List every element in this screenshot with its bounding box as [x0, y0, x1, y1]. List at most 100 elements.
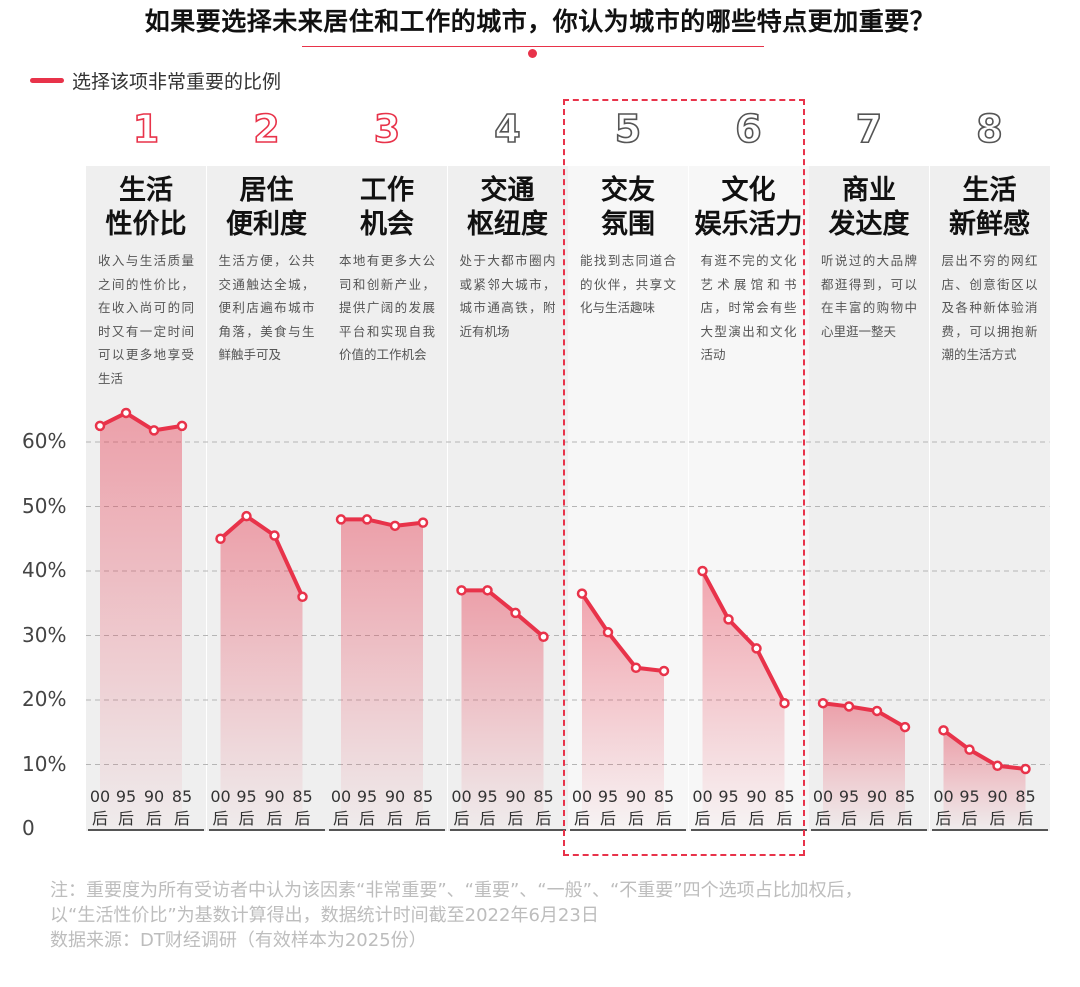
factor-description: 层出不穷的网红店、创意街区以及各种新体验消费，可以拥抱新潮的生活方式 [941, 253, 1038, 362]
x-tick-label: 95 后 [838, 787, 860, 828]
data-point [510, 607, 521, 619]
series-area-3 [341, 519, 423, 829]
x-tick-label: 00 后 [933, 787, 954, 828]
data-point [456, 585, 467, 596]
x-tick-label: 85 后 [774, 787, 795, 828]
x-tick-label: 95 后 [597, 787, 619, 828]
data-point [94, 420, 106, 432]
legend-swatch [30, 77, 64, 83]
factor-name: 交友 氛围 [601, 175, 655, 240]
x-tick-label: 95 后 [959, 787, 980, 828]
x-tick-label: 95 后 [718, 787, 739, 828]
series-line-5 [580, 591, 666, 673]
series-area-2 [220, 516, 303, 829]
series-area-8 [943, 730, 1026, 829]
factor-description: 能找到志同道合的伙伴，共享文化与生活趣味 [580, 253, 676, 315]
factor-name: 居住 便利度 [226, 175, 307, 240]
legend: 选择该项非常重要的比例 [30, 66, 281, 94]
data-point [148, 425, 160, 436]
rank-number: 2 [252, 106, 280, 152]
group-baseline [811, 829, 927, 831]
series-area-7 [823, 703, 905, 829]
x-tick-label: 90 后 [987, 787, 1008, 828]
x-tick-label: 95 后 [477, 787, 498, 828]
data-point [538, 631, 549, 643]
x-tick-label: 00 后 [210, 787, 231, 828]
data-point [335, 514, 347, 525]
data-point [843, 701, 855, 712]
group-baseline [208, 829, 325, 831]
factor-name: 交通 枢纽度 [467, 175, 548, 240]
data-point [899, 721, 911, 733]
data-point [871, 705, 883, 717]
x-tick-label: 90 后 [264, 787, 285, 828]
rank-number: 1 [132, 106, 160, 152]
x-tick-label: 85 后 [894, 787, 916, 828]
x-tick-label: 00 后 [451, 787, 472, 828]
data-point [297, 591, 308, 603]
series-line-3 [339, 517, 425, 528]
group-baseline [449, 829, 566, 831]
group-baseline [88, 829, 204, 831]
x-tick-label: 00 后 [571, 787, 593, 828]
series-area-4 [461, 590, 544, 829]
y-tick-label: 0 [22, 816, 35, 840]
data-point [576, 588, 588, 599]
series-line-2 [218, 514, 305, 599]
factor-name: 文化 娱乐活力 [694, 175, 803, 240]
x-tick-label: 85 后 [653, 787, 675, 828]
y-tick-label: 40% [22, 558, 67, 582]
x-tick-label: 95 后 [115, 787, 137, 828]
factor-description: 听说过的大品牌都逛得到，可以在丰富的购物中心里逛一整天 [821, 253, 917, 339]
data-point [361, 514, 373, 525]
data-point [269, 530, 280, 541]
factor-name: 商业 发达度 [828, 175, 910, 240]
footnote: 注：重要度为所有受访者中认为该因素“非常重要”、“重要”、“一般”、“不重要”四… [50, 878, 863, 953]
series-line-6 [700, 569, 787, 706]
data-point [417, 517, 429, 528]
rank-number: 8 [975, 106, 1003, 152]
factor-description: 本地有更多大公司和创新产业，提供广阔的发展平台和实现自我价值的工作机会 [339, 253, 435, 362]
series-line-1 [98, 410, 184, 433]
x-tick-label: 85 后 [1015, 787, 1036, 828]
rank-number: 6 [734, 106, 762, 152]
rank-number: 5 [614, 106, 642, 152]
y-tick-label: 60% [22, 429, 67, 453]
highlight-box [563, 99, 805, 856]
factor-name: 生活 性价比 [105, 175, 187, 240]
footnote-source: 数据来源：DT财经调研（有效样本为2025份） [50, 930, 427, 951]
series-area-6 [702, 571, 785, 829]
data-point [241, 510, 252, 522]
x-tick-label: 90 后 [143, 787, 165, 828]
x-tick-label: 85 后 [171, 787, 193, 828]
data-point [723, 614, 734, 625]
page-title: 如果要选择未来居住和工作的城市，你认为城市的哪些特点更加重要？ [144, 7, 936, 36]
x-tick-label: 90 后 [866, 787, 888, 828]
x-tick-label: 90 后 [384, 787, 406, 828]
data-point [697, 565, 708, 577]
x-tick-label: 95 后 [236, 787, 257, 828]
group-baseline [690, 829, 807, 831]
title-dot [528, 49, 537, 58]
group-baseline [329, 829, 445, 831]
x-tick-label: 95 后 [356, 787, 378, 828]
legend-label: 选择该项非常重要的比例 [72, 70, 282, 93]
factor-panel-8 [929, 166, 1050, 831]
factor-name: 工作 机会 [360, 175, 414, 240]
x-tick-label: 90 后 [505, 787, 526, 828]
factor-description: 生活方便，公共交通触达全城，便利店遍布城市角落，美食与生鲜触手可及 [218, 253, 315, 362]
y-tick-label: 30% [22, 622, 67, 647]
rank-number: 4 [493, 106, 521, 152]
x-tick-label: 85 后 [412, 787, 434, 828]
data-point [817, 697, 829, 709]
x-tick-label: 90 后 [746, 787, 767, 828]
data-point [779, 697, 790, 709]
x-tick-label: 00 后 [812, 787, 834, 828]
x-tick-label: 00 后 [330, 787, 352, 828]
rank-number: 7 [855, 106, 883, 152]
x-tick-label: 90 后 [625, 787, 647, 828]
data-point [120, 407, 132, 419]
y-tick-label: 50% [22, 493, 67, 518]
data-point [215, 533, 226, 544]
